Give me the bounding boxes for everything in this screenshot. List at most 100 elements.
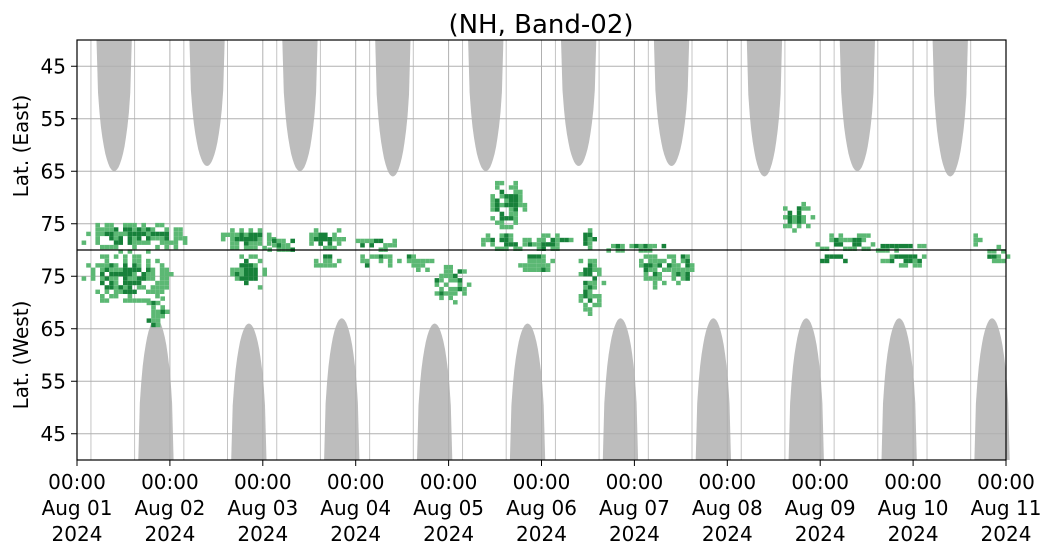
activity-cell [262, 272, 267, 277]
activity-cell [680, 254, 686, 259]
x-tick-label-7-line-0: 00:00 [698, 470, 756, 494]
activity-cell [666, 267, 672, 272]
x-tick-label-4-line-0: 00:00 [420, 470, 478, 494]
activity-cell [527, 242, 533, 247]
activity-cell [178, 231, 183, 237]
activity-cell [272, 238, 277, 244]
activity-cell [253, 241, 258, 246]
activity-cell [164, 267, 169, 272]
activity-cell [104, 231, 110, 237]
activity-cell [508, 224, 514, 230]
plot-area [76, 39, 1011, 461]
activity-cell [95, 227, 100, 232]
activity-cell [257, 228, 263, 233]
activity-cell [490, 207, 495, 212]
activity-cell [545, 233, 551, 238]
activity-cell [583, 272, 588, 277]
activity-cell [248, 245, 254, 251]
activity-cell [336, 228, 342, 233]
activity-blob-10 [406, 254, 435, 272]
activity-cell [113, 231, 119, 237]
activity-cell [532, 242, 537, 247]
activity-cell [648, 254, 653, 259]
activity-cell [541, 263, 546, 268]
x-tick-label-5-line-1: Aug 06 [506, 496, 577, 520]
activity-cell [141, 272, 146, 277]
activity-cell [173, 231, 179, 237]
activity-cell [815, 242, 821, 247]
activity-cell [160, 309, 165, 314]
activity-cell [416, 263, 421, 268]
activity-cell [597, 298, 602, 303]
activity-layer [81, 180, 1011, 328]
activity-cell [648, 258, 653, 264]
activity-cell [411, 263, 416, 268]
activity-cell [369, 243, 374, 248]
activity-cell [159, 267, 165, 272]
activity-cell [908, 243, 913, 249]
activity-cell [113, 289, 119, 294]
activity-cell [495, 198, 500, 203]
activity-cell [583, 280, 588, 286]
night-region-east-7 [746, 40, 783, 177]
activity-cell [443, 273, 449, 279]
activity-cell [504, 216, 509, 221]
activity-cell [132, 227, 137, 232]
activity-cell [309, 241, 314, 246]
activity-cell [513, 189, 518, 195]
activity-cell [629, 243, 634, 249]
activity-cell [243, 232, 249, 237]
activity-cell [597, 272, 602, 277]
activity-cell [495, 180, 500, 186]
activity-cell [592, 294, 597, 299]
activity-cell [921, 254, 927, 259]
activity-cell [136, 276, 142, 281]
activity-cell [220, 237, 226, 242]
activity-cell [100, 272, 105, 277]
activity-cell [123, 272, 128, 277]
activity-cell [499, 237, 505, 243]
activity-cell [243, 241, 249, 246]
activity-cell [583, 302, 588, 308]
activity-blob-21 [783, 201, 816, 233]
activity-cell [225, 232, 231, 237]
activity-cell [146, 267, 151, 272]
activity-cell [100, 280, 105, 286]
activity-cell [127, 240, 133, 245]
activity-cell [652, 263, 658, 268]
activity-cell [146, 231, 151, 237]
y-tick-west-3: 45 [41, 422, 66, 446]
activity-cell [903, 243, 909, 249]
activity-cell [220, 232, 226, 237]
x-tick-label-1-line-0: 00:00 [141, 470, 199, 494]
activity-cell [499, 211, 505, 217]
activity-cell [806, 223, 811, 229]
activity-cell [146, 240, 151, 245]
activity-cell [587, 307, 593, 312]
activity-cell [527, 237, 532, 243]
activity-cell [545, 267, 551, 272]
activity-cell [490, 216, 495, 221]
activity-cell [136, 236, 142, 241]
activity-cell [583, 289, 588, 294]
activity-cell [838, 233, 844, 238]
activity-cell [671, 258, 677, 264]
activity-cell [253, 263, 258, 268]
activity-cell [239, 232, 244, 237]
activity-cell [676, 280, 681, 286]
activity-cell [689, 267, 695, 272]
activity-cell [164, 285, 169, 290]
activity-cell [504, 242, 509, 247]
activity-cell [411, 254, 416, 259]
activity-cell [499, 216, 505, 221]
activity-cell [150, 272, 156, 277]
activity-cell [657, 263, 662, 268]
activity-cell [160, 305, 165, 310]
activity-cell [671, 254, 677, 259]
activity-cell [457, 278, 463, 283]
activity-cell [889, 254, 895, 259]
activity-cell [434, 278, 440, 283]
activity-cell [230, 267, 235, 272]
activity-cell [991, 258, 997, 264]
activity-cell [991, 254, 997, 259]
